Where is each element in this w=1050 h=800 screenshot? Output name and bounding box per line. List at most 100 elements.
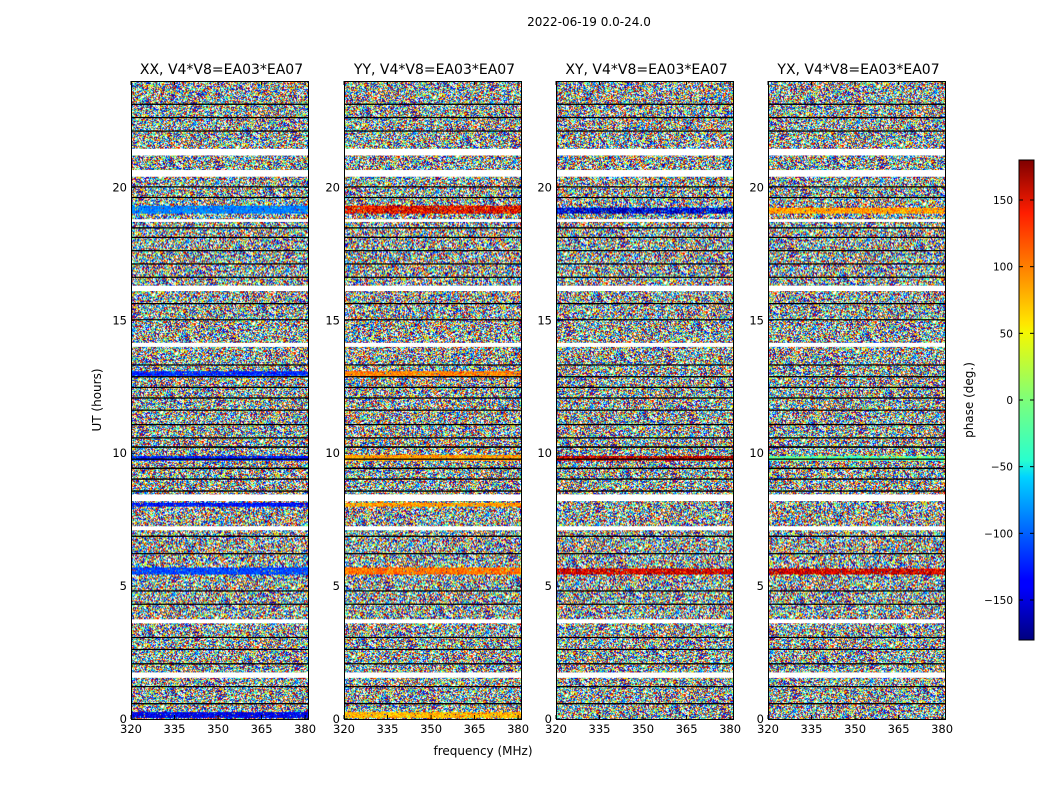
flag-gap-black [556,319,733,321]
flag-gap-black [344,603,521,605]
x-tick-label: 380 [294,722,316,736]
x-tick-label: 380 [719,722,741,736]
flag-gap-white [556,170,733,177]
flag-gap-black [768,236,945,238]
x-tick-label: 320 [333,722,355,736]
flag-gap-black [131,103,308,105]
flag-gap-black [344,446,521,448]
y-tick-label: 15 [112,313,127,327]
flag-gap-black [344,437,521,439]
flag-gap-black [344,423,521,426]
flag-gap-black [131,263,308,265]
y-tick-label: 10 [749,446,764,460]
colorbar-tick-label: −50 [991,462,1013,474]
flag-gap-black [344,386,521,389]
flag-gap-black [344,663,521,665]
y-tick-label: 0 [757,712,764,726]
x-tick-label: 365 [251,722,273,736]
flag-gap-black [131,423,308,426]
flag-gap-black [768,636,945,639]
flag-gap-black [344,467,521,470]
flag-gap-black [344,116,521,119]
flag-gap-black [344,319,521,321]
flag-gap-black [768,467,945,470]
flag-gap-black [556,686,733,688]
y-tick-label: 15 [537,313,552,327]
x-tick-label: 350 [207,722,229,736]
flag-gap-black [131,603,308,605]
x-tick-label: 335 [164,722,186,736]
colorbar-tick-label: 150 [993,195,1013,207]
y-axis-label: UT (hours) [90,368,104,431]
flag-gap-black [768,103,945,105]
flag-gap-black [768,319,945,321]
flag-gap-white [556,285,733,292]
flag-gap-white [556,148,733,156]
flag-gap-white [556,619,733,624]
flag-gap-black [768,250,945,252]
flag-gap-black [556,648,733,651]
flag-gap-black [344,364,521,366]
y-tick-label: 20 [749,180,764,194]
flag-gap-black [556,423,733,426]
flag-gap-black [556,302,733,305]
flag-gap-black [131,319,308,321]
flag-gap-white [344,619,521,624]
flag-gap-black [768,364,945,366]
flag-gap-white [131,219,308,222]
y-tick-label: 5 [545,579,552,593]
flag-gap-black [556,196,733,199]
x-tick-label: 320 [545,722,567,736]
flag-gap-white [344,342,521,347]
flag-gap-black [131,458,308,460]
flag-gap-black [344,409,521,411]
flag-gap-black [556,236,733,238]
flag-gap-white [131,494,308,502]
flag-gap-white [344,170,521,177]
flag-gap-black [131,553,308,555]
flag-gap-black [344,478,521,480]
flag-gap-white [344,672,521,678]
flag-gap-black [131,386,308,389]
flag-gap-black [131,648,308,651]
flag-gap-black [556,490,733,492]
flag-gap-black [131,397,308,399]
flag-gap-black [131,376,308,378]
flag-gap-white [768,342,945,347]
x-axis-label: frequency (MHz) [433,744,532,758]
flag-gap-black [556,130,733,132]
flag-gap-black [556,590,733,592]
flag-gap-white [131,619,308,624]
flag-gap-black [344,263,521,265]
flag-gap-black [768,263,945,265]
flag-gap-white [768,619,945,624]
flag-gap-black [768,703,945,705]
flag-gap-black [131,663,308,665]
flag-gap-black [131,478,308,480]
panel-frame [131,81,309,720]
flag-gap-black [131,227,308,229]
flag-gap-black [556,458,733,460]
flag-gap-black [556,467,733,470]
colorbar-tick-label: 50 [1000,328,1013,340]
flag-gap-black [131,364,308,366]
flag-gap-white [344,219,521,222]
flag-gap-white [344,148,521,156]
flag-gap-black [131,590,308,592]
flag-gap-black [556,103,733,105]
flag-gap-white [768,672,945,678]
flag-gap-black [131,437,308,439]
flag-gap-black [556,478,733,480]
flag-gap-black [131,196,308,199]
flag-gap-black [768,116,945,119]
flag-gap-black [768,535,945,537]
flag-gap-black [768,663,945,665]
colorbar-tick-label: 100 [993,262,1013,274]
flag-gap-black [131,186,308,188]
y-tick-label: 20 [325,180,340,194]
flag-gap-white [768,526,945,531]
flag-gap-black [131,116,308,119]
x-tick-label: 365 [888,722,910,736]
flag-gap-white [131,170,308,177]
flag-gap-black [556,636,733,639]
